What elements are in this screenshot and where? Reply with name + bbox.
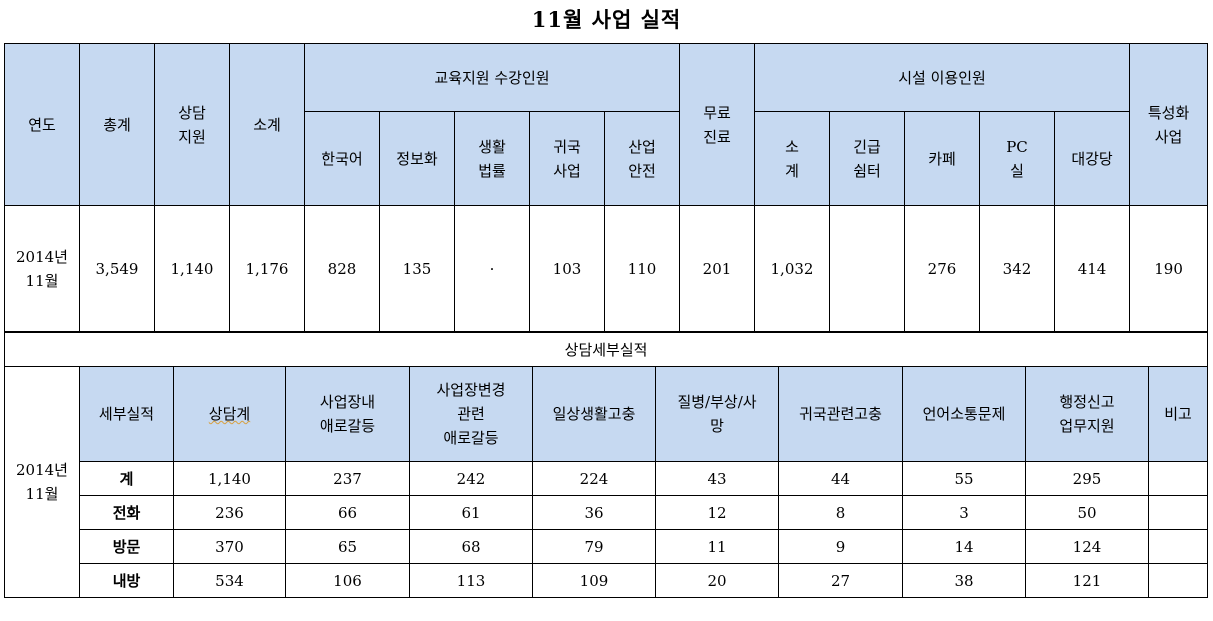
- table-cell: [1147, 495, 1209, 530]
- table-row: 계 1,140 237 242 224 43 44 55 295: [5, 461, 1209, 496]
- table-cell: 43: [655, 461, 779, 496]
- table-cell: 295: [1025, 461, 1149, 496]
- table-row: 방문 370 65 68 79 11 9 14 124: [5, 529, 1209, 564]
- header-special: 특성화 사업: [1129, 43, 1209, 206]
- detail-year: 2014년 11월: [4, 366, 80, 598]
- table-cell: 534: [173, 563, 286, 598]
- row-label: 전화: [79, 495, 174, 530]
- row-label: 방문: [79, 529, 174, 564]
- table-cell: 79: [532, 529, 656, 564]
- header-it: 정보화: [379, 111, 455, 206]
- table-cell: 370: [173, 529, 286, 564]
- header-note: 비고: [1147, 366, 1209, 462]
- header-facility-group: 시설 이용인원: [753, 43, 1131, 112]
- table-cell: 20: [655, 563, 779, 598]
- table-cell: 14: [902, 529, 1026, 564]
- cell-cafe: 276: [904, 205, 980, 332]
- header-daily-life: 일상생활고충: [532, 366, 656, 462]
- table-cell: 121: [1025, 563, 1149, 598]
- cell-counsel: 1,140: [154, 205, 230, 332]
- header-detail: 세부실적: [79, 366, 174, 462]
- header-counsel-total: 상담계: [173, 366, 286, 462]
- table-cell: 242: [409, 461, 533, 496]
- table-cell: [1147, 529, 1209, 564]
- header-hall: 대강당: [1053, 111, 1131, 206]
- table-cell: 50: [1025, 495, 1149, 530]
- header-workplace: 사업장내 애로갈등: [285, 366, 410, 462]
- header-total: 총계: [79, 43, 155, 206]
- row-label: 내방: [79, 563, 174, 598]
- table-cell: 36: [532, 495, 656, 530]
- header-subtotal: 소계: [229, 43, 305, 206]
- table-cell: 61: [409, 495, 533, 530]
- header-shelter: 긴급 쉼터: [829, 111, 905, 206]
- header-language: 언어소통문제: [902, 366, 1026, 462]
- header-cafe: 카페: [904, 111, 980, 206]
- table-cell: 65: [285, 529, 410, 564]
- cell-year: 2014년 11월: [4, 205, 80, 332]
- cell-korean: 828: [304, 205, 380, 332]
- table-row: 전화 236 66 61 36 12 8 3 50: [5, 495, 1209, 530]
- table-cell: 237: [285, 461, 410, 496]
- cell-facility-subtotal: 1,032: [754, 205, 830, 332]
- table-cell: 1,140: [173, 461, 286, 496]
- table-cell: [1147, 563, 1209, 598]
- table-cell: 12: [655, 495, 779, 530]
- header-returning: 귀국관련고충: [778, 366, 903, 462]
- table-cell: 224: [532, 461, 656, 496]
- table-cell: 9: [778, 529, 903, 564]
- table-cell: [1147, 461, 1209, 496]
- header-pc: PC 실: [979, 111, 1055, 206]
- page-title: 11월 사업 실적: [531, 7, 682, 32]
- cell-shelter: [829, 205, 905, 332]
- table-cell: 106: [285, 563, 410, 598]
- cell-pc: 342: [979, 205, 1055, 332]
- table-cell: 236: [173, 495, 286, 530]
- cell-special: 190: [1129, 205, 1209, 332]
- table-cell: 66: [285, 495, 410, 530]
- table-cell: 55: [902, 461, 1026, 496]
- section-title: 상담세부실적: [3, 332, 1209, 367]
- cell-it: 135: [379, 205, 455, 332]
- table-cell: 27: [778, 563, 903, 598]
- cell-hall: 414: [1053, 205, 1131, 332]
- table-cell: 8: [778, 495, 903, 530]
- cell-total: 3,549: [79, 205, 155, 332]
- cell-subtotal: 1,176: [229, 205, 305, 332]
- header-workplace-change: 사업장변경 관련 애로갈등: [409, 366, 533, 462]
- header-year: 연도: [4, 43, 80, 206]
- cell-free-care: 201: [679, 205, 755, 332]
- table-cell: 38: [902, 563, 1026, 598]
- table-cell: 113: [409, 563, 533, 598]
- table-cell: 109: [532, 563, 656, 598]
- table-row: 내방 534 106 113 109 20 27 38 121: [5, 563, 1209, 598]
- cell-return: 103: [529, 205, 605, 332]
- table-row: 2014년 11월 3,549 1,140 1,176 828 135 · 103…: [4, 205, 1209, 332]
- header-free-care: 무료 진료: [679, 43, 755, 206]
- monthly-performance-table: 연도 총계 상담 지원 소계 교육지원 수강인원 무료 진료 시설 이용인원 특성화…: [4, 43, 1209, 332]
- cell-safety: 110: [604, 205, 680, 332]
- header-admin: 행정신고 업무지원: [1025, 366, 1149, 462]
- table-cell: 124: [1025, 529, 1149, 564]
- table-cell: 3: [902, 495, 1026, 530]
- header-education-group: 교육지원 수강인원: [304, 43, 680, 112]
- header-safety: 산업 안전: [604, 111, 680, 206]
- header-counsel: 상담 지원: [154, 43, 230, 206]
- row-label: 계: [79, 461, 174, 496]
- table-cell: 11: [655, 529, 779, 564]
- header-return: 귀국 사업: [529, 111, 605, 206]
- header-illness: 질병/부상/사 망: [655, 366, 779, 462]
- header-law: 생활 법률: [454, 111, 530, 206]
- header-korean: 한국어: [304, 111, 380, 206]
- table-cell: 44: [778, 461, 903, 496]
- counseling-detail-table: 상담세부실적 2014년 11월 세부실적 상담계 사업장내 애로갈등 사업장변경 관…: [3, 332, 1209, 598]
- table-cell: 68: [409, 529, 533, 564]
- cell-law: ·: [454, 205, 530, 332]
